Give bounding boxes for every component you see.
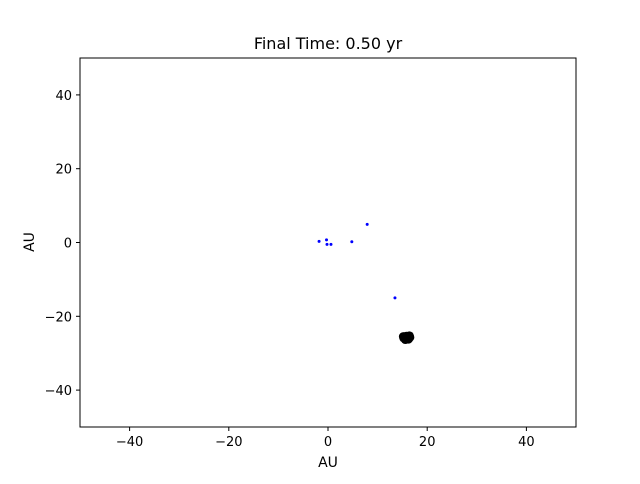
y-tick-label: 20 [55,163,72,178]
data-point [329,242,333,246]
y-axis-label: AU [22,232,38,252]
x-axis-label: AU [318,455,338,471]
data-point [317,239,321,243]
data-point [393,296,397,300]
y-tick-label: 40 [55,89,72,104]
data-point [398,332,408,342]
plot-frame [79,57,577,428]
data-point [325,238,329,242]
y-tick-label: 0 [64,237,72,252]
chart-title: Final Time: 0.50 yr [254,34,403,53]
axis-ticks: −40 −20 0 20 40 −40 −20 0 20 40 [45,89,535,450]
data-points [317,222,415,345]
x-tick-label: −40 [116,435,143,450]
y-tick-label: −40 [45,384,72,399]
y-tick-label: −20 [45,310,72,325]
x-tick-label: 20 [419,435,436,450]
x-tick-label: −20 [215,435,242,450]
data-point [365,222,369,226]
data-point [350,240,354,244]
data-point [325,242,329,246]
x-tick-label: 40 [518,435,535,450]
x-tick-label: 0 [324,435,332,450]
